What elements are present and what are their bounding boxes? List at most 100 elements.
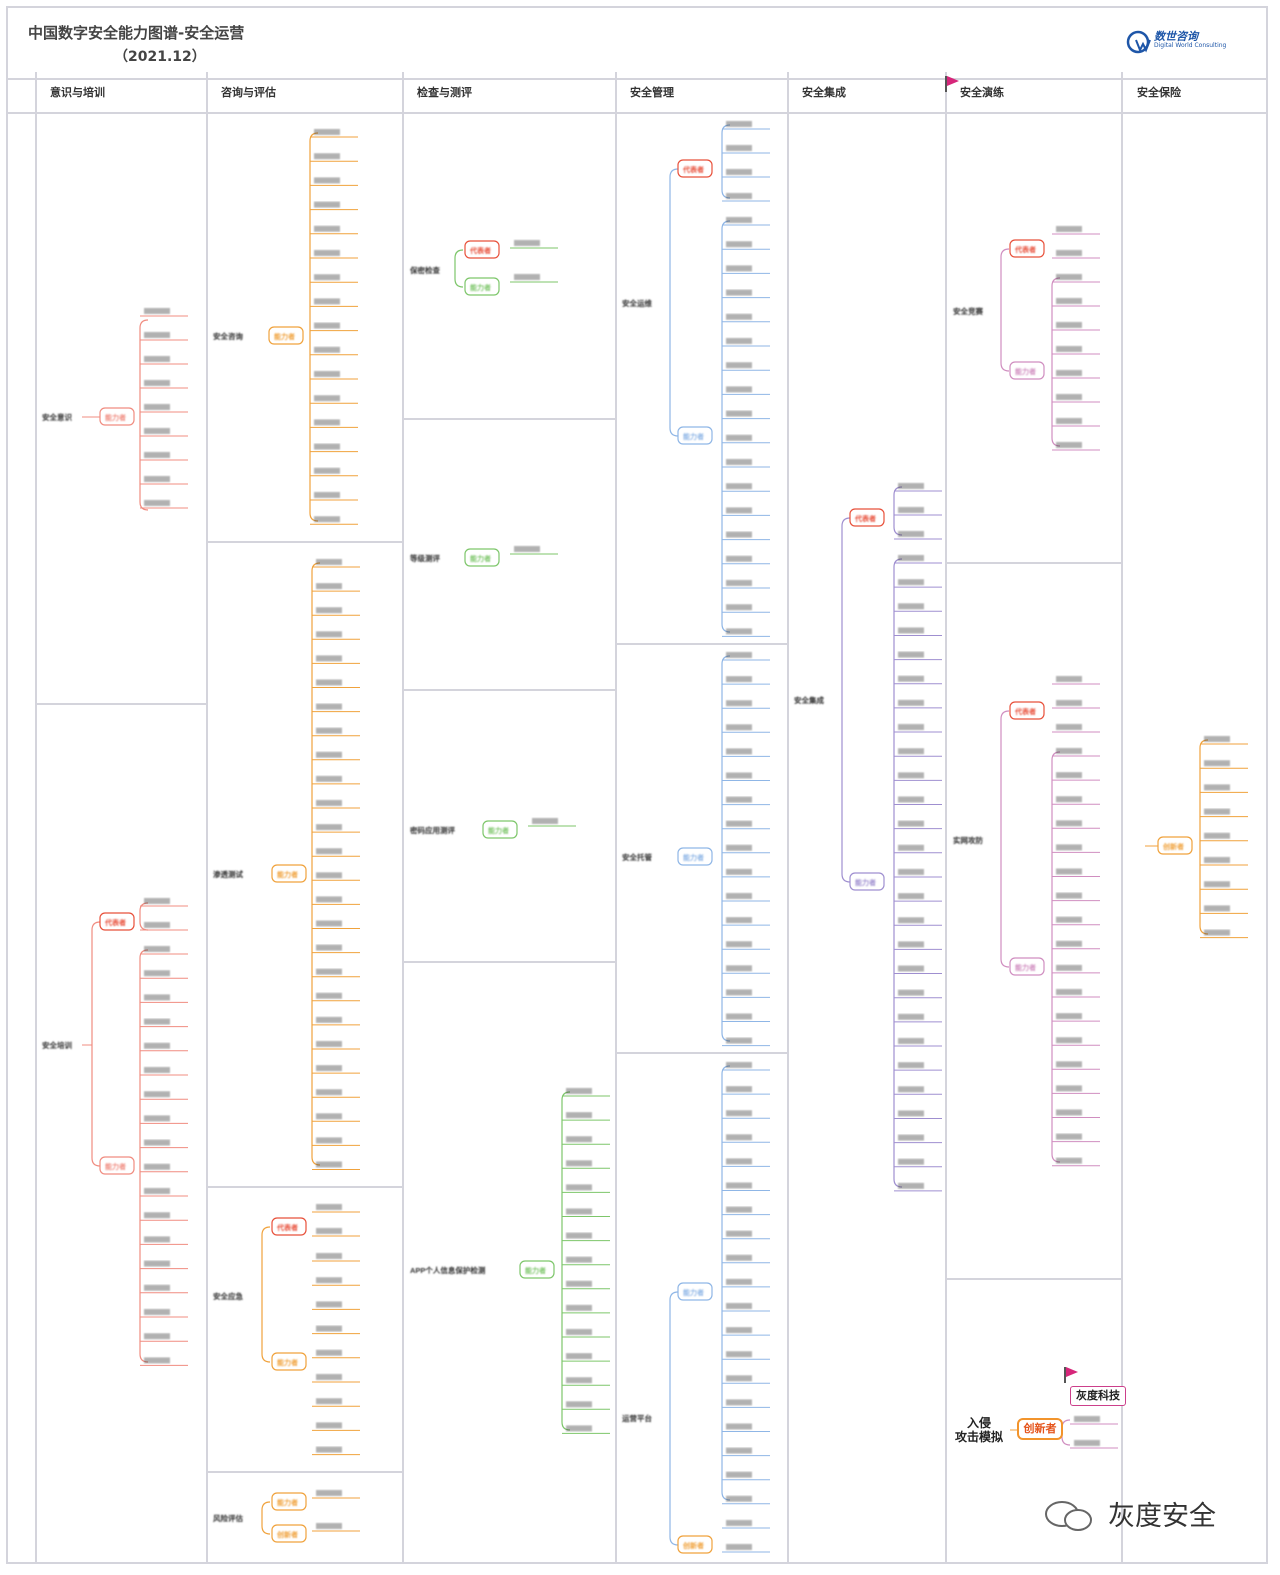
leaf-label-blurred xyxy=(144,1212,170,1219)
role-representative-box xyxy=(1009,701,1045,720)
leaf-label-blurred xyxy=(726,338,752,344)
leaf-label-blurred xyxy=(316,631,342,638)
leaf-label-blurred xyxy=(1056,298,1082,304)
leaf-label-blurred xyxy=(726,724,752,731)
leaf-label-blurred xyxy=(726,1086,752,1093)
role-capable-box xyxy=(677,1282,713,1301)
leaf-label-blurred xyxy=(566,1112,592,1119)
leaf-label-blurred xyxy=(726,1520,752,1526)
branch-connector xyxy=(721,655,731,1042)
branch-connector xyxy=(721,1065,731,1501)
role-representative: 代表者 xyxy=(469,246,491,255)
leaf-label-blurred xyxy=(316,824,342,831)
leaf-label-blurred xyxy=(898,1182,924,1189)
intrusion-attack-simulation-label: 入侵 攻击模拟 xyxy=(955,1416,1003,1444)
leaf-label-blurred xyxy=(1056,1085,1082,1092)
leaf-label-blurred xyxy=(726,1013,752,1020)
leaf-label-blurred xyxy=(316,1374,342,1380)
role-representative-box xyxy=(99,912,135,931)
leaf-label-blurred xyxy=(1056,989,1082,995)
leaf-label-blurred xyxy=(726,604,752,611)
leaf-label-blurred xyxy=(144,1236,170,1243)
leaf-label-blurred xyxy=(314,153,340,160)
leaf-label-blurred xyxy=(314,346,340,353)
branch-connector xyxy=(561,1091,571,1431)
leaf-label-blurred xyxy=(726,169,752,175)
leaf-label-blurred xyxy=(1056,250,1082,256)
leaf-label-blurred xyxy=(314,201,340,208)
role-capable-box xyxy=(1009,361,1045,380)
role-capable-box xyxy=(271,1492,307,1511)
branch-connector xyxy=(669,1291,679,1546)
role-innovator-box xyxy=(271,1524,307,1543)
role-innovator: 创新者 xyxy=(682,1541,704,1550)
leaf-label-blurred xyxy=(1056,370,1082,376)
leaf-label-blurred xyxy=(726,1544,752,1550)
role-capable-box xyxy=(519,1260,555,1279)
branch-risk: 风险评估 xyxy=(213,1513,243,1523)
leaf-label-blurred xyxy=(726,844,752,851)
leaf-label-blurred xyxy=(316,992,342,999)
leaf-label-blurred xyxy=(1204,784,1230,791)
grid-divider xyxy=(402,418,616,420)
role-capable: 能力者 xyxy=(277,1498,298,1507)
leaf-label-blurred xyxy=(1204,808,1230,815)
branch-connector xyxy=(893,558,903,1188)
leaf-label-blurred xyxy=(1056,916,1082,923)
leaf-label-blurred xyxy=(1056,226,1082,232)
leaf-label-blurred xyxy=(1204,857,1230,863)
branch-connector xyxy=(841,517,851,883)
branch-connector xyxy=(139,902,149,931)
leaf-label-blurred xyxy=(726,989,752,996)
leaf-label-blurred xyxy=(726,1471,752,1478)
leaf-label-blurred xyxy=(898,507,924,513)
role-capable-box xyxy=(99,1156,135,1175)
leaf-label-blurred xyxy=(1056,1061,1082,1068)
leaf-label-blurred xyxy=(144,1260,170,1267)
leaf-label-blurred xyxy=(316,703,342,710)
leaf-label-blurred xyxy=(726,893,752,899)
leaf-label-blurred xyxy=(898,989,924,996)
leaf-label-blurred xyxy=(144,476,170,482)
role-representative-box xyxy=(271,1217,307,1236)
leaf-label-blurred xyxy=(1056,322,1082,328)
leaf-label-blurred xyxy=(726,1182,752,1189)
grid-divider xyxy=(402,72,404,1564)
leaf-label-blurred xyxy=(316,607,342,614)
leaf-label-blurred xyxy=(726,193,752,199)
page-subtitle: （2021.12） xyxy=(114,49,206,65)
leaf-label-blurred xyxy=(316,1301,342,1308)
logo-subtext: Digital World Consulting xyxy=(1154,42,1227,49)
leaf-label-blurred xyxy=(726,796,752,803)
leaf-label-blurred xyxy=(726,531,752,538)
flag-icon xyxy=(945,76,959,92)
leaf-label-blurred xyxy=(144,1115,170,1122)
branch-competition: 安全竞赛 xyxy=(953,306,983,316)
leaf-label-blurred xyxy=(1056,772,1082,779)
branch-connector xyxy=(311,562,321,1166)
role-capable-box xyxy=(482,820,518,839)
leaf-label-blurred xyxy=(316,775,342,782)
role-capable-box xyxy=(677,426,713,445)
leaf-label-blurred xyxy=(1204,905,1230,912)
leaf-label-blurred xyxy=(316,1398,342,1405)
branch-connector xyxy=(261,1501,271,1535)
company-logo: 数世咨询 Digital World Consulting xyxy=(1126,26,1236,66)
role-capable: 能力者 xyxy=(683,1288,704,1297)
leaf-label-blurred xyxy=(898,651,924,658)
role-capable-box xyxy=(849,872,885,891)
role-representative-box xyxy=(1009,239,1045,258)
leaf-label-blurred xyxy=(726,1037,752,1044)
role-capable: 能力者 xyxy=(683,432,704,441)
leaf-label-blurred xyxy=(898,941,924,948)
leaf-label-blurred xyxy=(566,1353,592,1360)
leaf-label-blurred xyxy=(144,428,170,434)
role-capable: 能力者 xyxy=(470,554,491,563)
leaf-label-blurred xyxy=(316,1422,342,1429)
branch-consulting: 安全咨询 xyxy=(213,331,243,341)
leaf-label-blurred xyxy=(898,893,924,900)
leaf-label-blurred xyxy=(1056,940,1082,947)
leaf-label-blurred xyxy=(144,970,170,977)
leaf-label-blurred xyxy=(144,1333,170,1340)
leaf-label-blurred xyxy=(566,1377,592,1384)
